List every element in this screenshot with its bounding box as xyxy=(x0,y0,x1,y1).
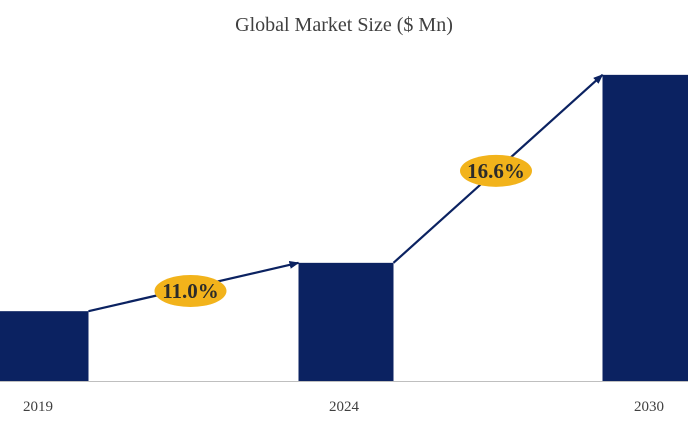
growth-badge-2019-2024 xyxy=(154,275,227,308)
x-tick-label-2024: 2024 xyxy=(329,399,360,415)
bar-2030 xyxy=(602,74,688,382)
chart-title: Global Market Size ($ Mn) xyxy=(235,14,453,36)
bar-2019 xyxy=(0,311,89,381)
bar-2024 xyxy=(298,262,394,381)
x-tick-label-2030: 2030 xyxy=(634,399,664,415)
growth-badge-2024-2030 xyxy=(460,154,532,187)
growth-label-2024-2030: 16.6% xyxy=(467,159,525,183)
x-tick-label-2019: 2019 xyxy=(23,399,53,415)
growth-label-2019-2024: 11.0% xyxy=(162,279,219,303)
